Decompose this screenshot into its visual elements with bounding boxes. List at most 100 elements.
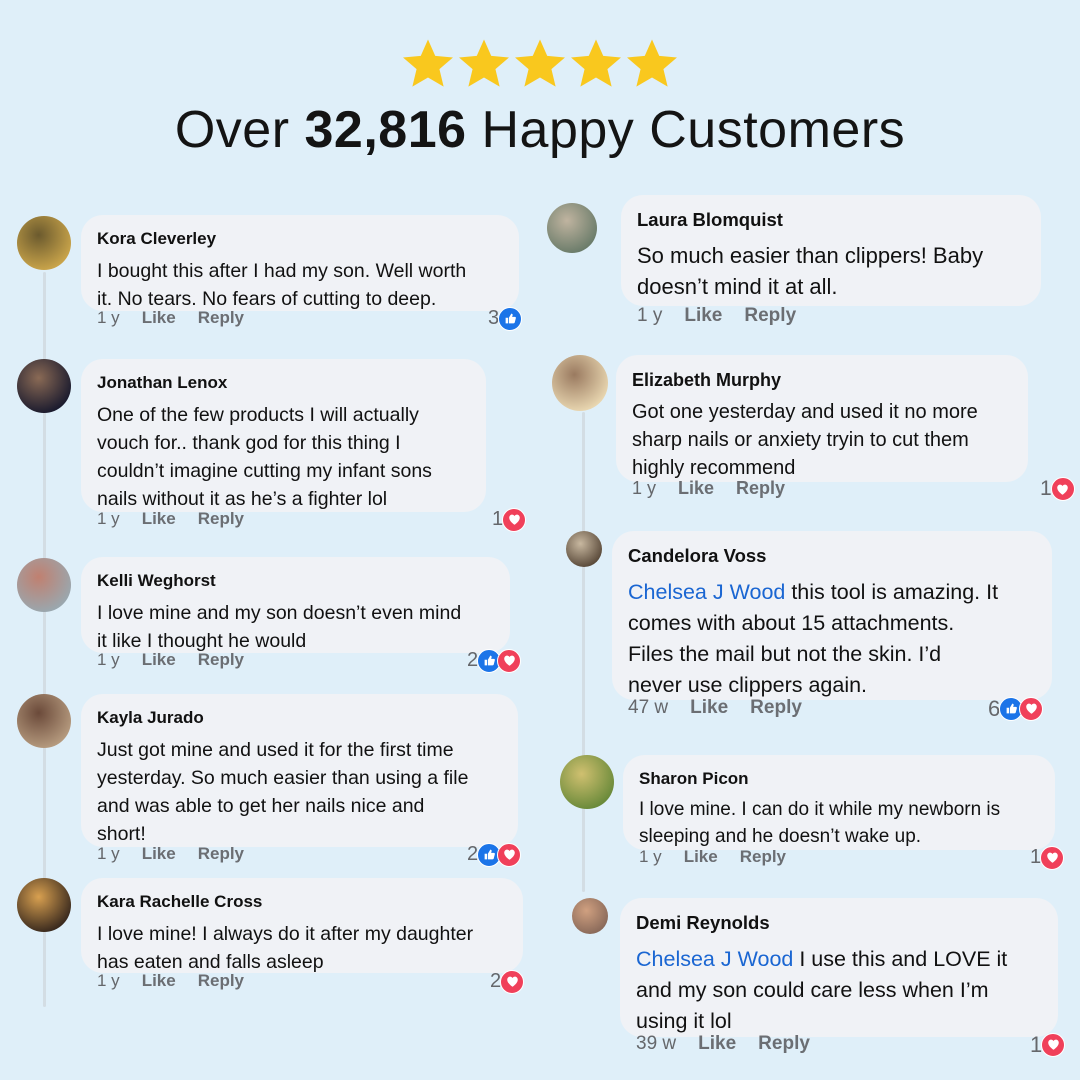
- avatar[interactable]: [572, 898, 608, 934]
- thumbs-up-glyph: [484, 850, 495, 860]
- like-button[interactable]: Like: [690, 696, 729, 718]
- commenter-name[interactable]: Elizabeth Murphy: [632, 370, 782, 390]
- comment-line: Just got mine and used it for the first …: [97, 739, 454, 761]
- avatar[interactable]: [17, 216, 71, 270]
- reply-button[interactable]: Reply: [758, 1032, 810, 1054]
- reply-button[interactable]: Reply: [197, 970, 245, 990]
- comment-bubble: Demi Reynolds Chelsea J Wood I use this a…: [620, 898, 1058, 1037]
- comment-actions: 39 w Like Reply: [636, 1033, 832, 1055]
- reaction-count: 3: [488, 307, 500, 330]
- reaction-count: 1: [1030, 1031, 1043, 1057]
- reaction-summary[interactable]: 2: [490, 969, 525, 994]
- avatar[interactable]: [17, 558, 71, 612]
- commenter-name[interactable]: Kelli Weghorst: [97, 571, 216, 590]
- comment-bubble: Kora Cleverley I bought this after I had …: [81, 215, 519, 311]
- comment-line: and my son could care less when I’m: [636, 977, 989, 1002]
- comment-actions: 1 y Like Reply: [632, 478, 807, 499]
- reaction-summary[interactable]: 2: [467, 648, 522, 673]
- like-button[interactable]: Like: [141, 307, 176, 327]
- comment-line: I love mine. I can do it while my newbor…: [639, 799, 1001, 820]
- like-button[interactable]: Like: [684, 304, 723, 326]
- mention-link[interactable]: Chelsea J Wood: [636, 946, 794, 971]
- thumbs-up-glyph: [505, 314, 516, 324]
- comment-bubble: Kelli Weghorst I love mine and my son doe…: [81, 557, 510, 653]
- reaction-count: 6: [988, 695, 1001, 721]
- reaction-summary[interactable]: 1: [1030, 845, 1065, 870]
- comment-timestamp: 39 w: [636, 1032, 677, 1054]
- comment-actions: 1 y Like Reply: [97, 844, 266, 864]
- avatar[interactable]: [552, 355, 608, 411]
- comment-line: Files the mail but not the skin. I’d: [628, 641, 942, 666]
- comment-line: I use this and LOVE it: [793, 946, 1008, 971]
- commenter-name[interactable]: Kora Cleverley: [97, 229, 217, 248]
- avatar[interactable]: [566, 531, 602, 567]
- star-icon: [515, 39, 565, 87]
- reaction-summary[interactable]: 2: [467, 842, 522, 867]
- comment-actions: 1 y Like Reply: [97, 650, 266, 670]
- comment-line: I love mine! I always do it after my dau…: [97, 923, 474, 945]
- heart-icon: [502, 507, 527, 532]
- reaction-summary[interactable]: 6: [988, 695, 1044, 722]
- reply-button[interactable]: Reply: [744, 304, 797, 326]
- heart-icon: [1050, 477, 1075, 502]
- commenter-name[interactable]: Kara Rachelle Cross: [97, 892, 263, 911]
- comment-line: never use clippers again.: [628, 672, 868, 697]
- commenter-name[interactable]: Kayla Jurado: [97, 708, 204, 727]
- like-button[interactable]: Like: [698, 1032, 737, 1054]
- comment-actions: 1 y Like Reply: [97, 971, 266, 991]
- avatar[interactable]: [560, 755, 614, 809]
- comment-actions: 1 y Like Reply: [639, 847, 808, 867]
- like-button[interactable]: Like: [678, 478, 715, 499]
- like-button[interactable]: Like: [141, 649, 176, 669]
- like-button[interactable]: Like: [141, 843, 176, 863]
- reply-button[interactable]: Reply: [197, 843, 245, 863]
- reaction-summary[interactable]: 1: [1030, 1031, 1066, 1058]
- reply-button[interactable]: Reply: [750, 696, 802, 718]
- commenter-name[interactable]: Sharon Picon: [639, 769, 749, 788]
- comment-timestamp: 1 y: [637, 304, 663, 326]
- reaction-summary[interactable]: 3: [488, 306, 523, 331]
- reply-button[interactable]: Reply: [197, 649, 245, 669]
- avatar[interactable]: [17, 878, 71, 932]
- title-prefix: Over: [174, 101, 290, 159]
- commenter-name[interactable]: Jonathan Lenox: [97, 373, 228, 392]
- like-button[interactable]: Like: [141, 970, 176, 990]
- like-button[interactable]: Like: [683, 846, 718, 866]
- heart-glyph: [506, 977, 518, 988]
- page-title: Over 32,816 Happy Customers: [0, 100, 1080, 160]
- comment-timestamp: 1 y: [97, 649, 120, 669]
- commenter-name[interactable]: Laura Blomquist: [637, 209, 783, 230]
- star-icon: [627, 39, 677, 87]
- heart-icon: [500, 969, 525, 994]
- comment-bubble: Laura Blomquist So much easier than clipp…: [621, 195, 1041, 306]
- thread-line-left: [43, 272, 46, 1007]
- reaction-count: 2: [467, 649, 479, 672]
- mention-link[interactable]: Chelsea J Wood: [628, 579, 786, 604]
- avatar[interactable]: [547, 203, 597, 253]
- reply-button[interactable]: Reply: [197, 508, 245, 528]
- customer-count: 32,816: [304, 101, 467, 159]
- comment-bubble: Candelora Voss Chelsea J Wood this tool i…: [612, 531, 1052, 700]
- comment-line: sharp nails or anxiety tryin to cut them: [632, 429, 969, 451]
- reply-button[interactable]: Reply: [739, 846, 787, 866]
- thumbs-up-glyph: [1006, 703, 1017, 714]
- reaction-summary[interactable]: 1: [1040, 477, 1075, 502]
- like-button[interactable]: Like: [141, 508, 176, 528]
- star-icon: [571, 39, 621, 87]
- reaction-summary[interactable]: 1: [492, 507, 527, 532]
- thumbs-up-glyph: [484, 656, 495, 666]
- comment-line: has eaten and falls asleep: [97, 951, 324, 973]
- avatar[interactable]: [17, 694, 71, 748]
- comment-line: this tool is amazing. It: [785, 579, 999, 604]
- comment-bubble: Kayla Jurado Just got mine and used it fo…: [81, 694, 518, 847]
- commenter-name[interactable]: Demi Reynolds: [636, 912, 770, 933]
- comment-text: I love mine! I always do it after my dau…: [97, 920, 507, 976]
- comment-text: Chelsea J Wood this tool is amazing. It c…: [628, 577, 1036, 701]
- comment-actions: 1 y Like Reply: [637, 305, 818, 327]
- commenter-name[interactable]: Candelora Voss: [628, 545, 767, 566]
- star-icon: [459, 39, 509, 87]
- heart-icon: [1019, 696, 1044, 721]
- reply-button[interactable]: Reply: [736, 478, 786, 499]
- avatar[interactable]: [17, 359, 71, 413]
- reply-button[interactable]: Reply: [197, 307, 245, 327]
